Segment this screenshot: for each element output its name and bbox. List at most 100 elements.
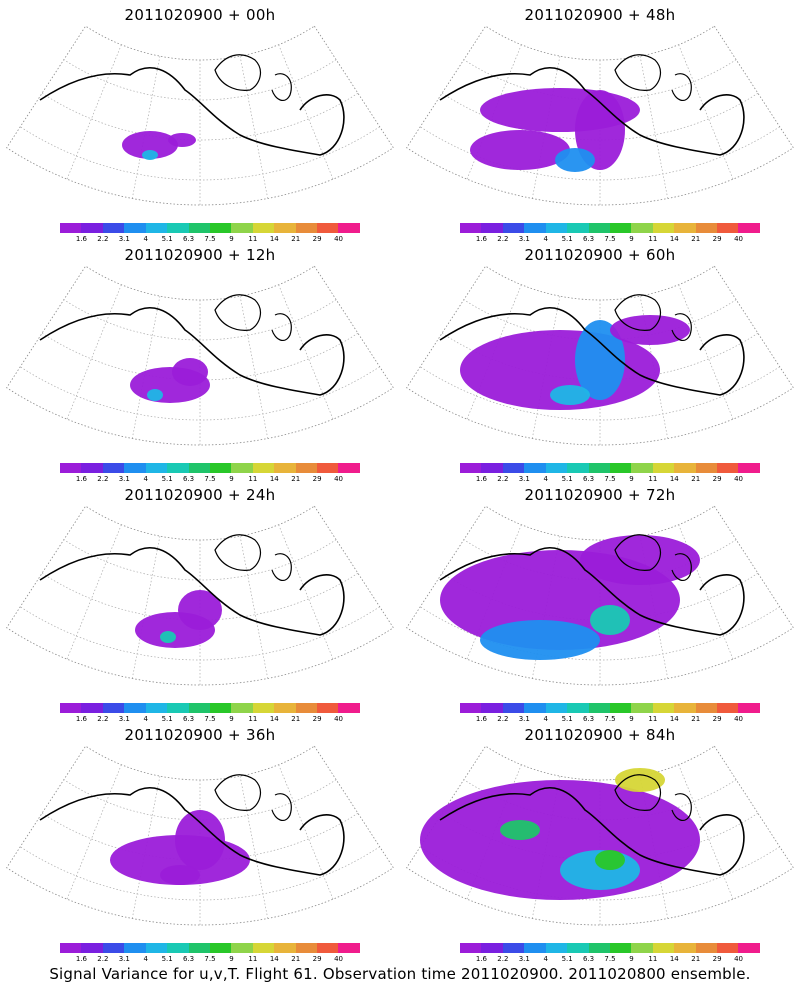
colorbar-swatch xyxy=(231,223,253,233)
graticule-line xyxy=(278,524,334,660)
coastline xyxy=(439,66,745,156)
graticule-line xyxy=(278,764,334,900)
coastline-islands xyxy=(214,294,262,331)
colorbar-tick-label: 40 xyxy=(734,475,744,483)
colorbar-swatch xyxy=(674,223,696,233)
colorbar-swatch xyxy=(124,703,146,713)
colorbar-tick-label: 9 xyxy=(629,235,634,243)
colorbar-swatch xyxy=(188,223,210,233)
coastline-islands xyxy=(614,774,662,811)
colorbar-tick-label: 9 xyxy=(229,715,234,723)
coastline-greenland xyxy=(271,793,292,822)
colorbar-swatch xyxy=(695,943,718,953)
variance-field xyxy=(178,590,222,630)
graticule-line xyxy=(41,572,359,621)
colorbar-tick-label: 9 xyxy=(229,955,234,963)
colorbar-swatch xyxy=(188,943,210,953)
colorbar-tick-label: 21 xyxy=(291,475,301,483)
colorbar-swatch xyxy=(652,943,675,953)
colorbar-swatch xyxy=(252,943,275,953)
coastline-islands xyxy=(214,54,262,91)
colorbar-tick-label: 7.5 xyxy=(604,715,616,723)
colorbar-tick-label: 21 xyxy=(691,475,701,483)
map-boundary xyxy=(6,25,394,206)
graticule-line xyxy=(278,284,334,420)
colorbar-tick-label: 6.3 xyxy=(582,235,595,243)
colorbar-swatch xyxy=(188,463,210,473)
colorbar-tick-label: 11 xyxy=(648,955,658,963)
colorbar-swatch xyxy=(502,943,525,953)
panel-12h: 2011020900 + 12h 1.6 2.2 3.1 4 5.1 6.3 7.5 9 11 1… xyxy=(0,240,400,483)
colorbar-tick-label: 1.6 xyxy=(75,475,87,483)
colorbar-tick-label: 21 xyxy=(691,955,701,963)
colorbar-tick-label: 2.2 xyxy=(97,955,109,963)
colorbar-swatch xyxy=(295,703,318,713)
coastline-greenland xyxy=(271,73,292,102)
colorbar-swatch xyxy=(60,223,82,233)
colorbar-tick-label: 40 xyxy=(734,715,744,723)
colorbar-swatch xyxy=(145,703,168,713)
colorbar-swatch xyxy=(338,943,360,953)
colorbar-swatch xyxy=(717,223,739,233)
colorbar-swatch xyxy=(567,943,589,953)
coastline xyxy=(439,306,745,396)
colorbar-tick-label: 2.2 xyxy=(97,715,109,723)
variance-field xyxy=(160,631,176,643)
colorbar-swatch xyxy=(102,943,125,953)
variance-field xyxy=(575,320,625,400)
panel-60h: 2011020900 + 60h 1.6 2.2 3.1 4 5.1 6.3 7.5 9 11 1… xyxy=(400,240,800,483)
colorbar-swatch xyxy=(124,463,146,473)
coastline xyxy=(39,66,345,156)
colorbar-swatch xyxy=(209,223,232,233)
graticule-line xyxy=(66,524,122,660)
colorbar-swatch xyxy=(231,943,253,953)
variance-field xyxy=(470,130,570,170)
colorbar-tick-label: 11 xyxy=(248,715,258,723)
graticule-line xyxy=(41,332,359,381)
colorbar-swatch xyxy=(674,463,696,473)
panel-title: 2011020900 + 00h xyxy=(124,6,276,24)
variance-field xyxy=(550,385,590,405)
colorbar-swatch xyxy=(295,943,318,953)
colorbar-swatch xyxy=(102,463,125,473)
colorbar-tick-label: 29 xyxy=(712,475,722,483)
panel-24h: 2011020900 + 24h 1.6 2.2 3.1 4 5.1 6.3 7.5 9 11 1… xyxy=(0,480,400,723)
coastline xyxy=(439,546,745,636)
colorbar-tick-label: 21 xyxy=(691,235,701,243)
panel-title: 2011020900 + 24h xyxy=(124,486,276,504)
colorbar-swatch xyxy=(609,703,632,713)
colorbar-swatch xyxy=(545,223,568,233)
colorbar-tick-label: 29 xyxy=(312,715,322,723)
colorbar-tick-label: 2.2 xyxy=(97,235,109,243)
colorbar-swatch xyxy=(102,703,125,713)
colorbar-tick-label: 4 xyxy=(543,475,548,483)
colorbar-tick-label: 5.1 xyxy=(561,235,573,243)
colorbar-swatch xyxy=(338,703,360,713)
colorbar-tick-label: 11 xyxy=(648,235,658,243)
colorbar-tick-label: 14 xyxy=(669,955,679,963)
colorbar xyxy=(460,223,760,233)
coastline-greenland xyxy=(671,553,692,582)
colorbar-swatch xyxy=(481,943,503,953)
map-plot xyxy=(6,745,394,926)
panel-title: 2011020900 + 36h xyxy=(124,726,276,744)
colorbar-swatch xyxy=(524,943,546,953)
colorbar-tick-label: 3.1 xyxy=(518,715,530,723)
colorbar-tick-label: 1.6 xyxy=(75,235,87,243)
colorbar-swatch xyxy=(209,703,232,713)
coastline-islands xyxy=(614,534,662,571)
colorbar-swatch xyxy=(609,223,632,233)
colorbar-tick-label: 14 xyxy=(669,235,679,243)
colorbar-swatch xyxy=(167,463,189,473)
colorbar-swatch xyxy=(209,463,232,473)
graticule-line xyxy=(41,92,359,141)
colorbar xyxy=(60,703,360,713)
panel-00h: 2011020900 + 00h 1.6 2.2 3.1 4 5.1 6.3 7.5 9 11 1… xyxy=(0,0,400,243)
colorbar-tick-label: 14 xyxy=(269,475,279,483)
panel-title: 2011020900 + 72h xyxy=(524,486,676,504)
colorbar-swatch xyxy=(317,463,339,473)
colorbar-tick-label: 2.2 xyxy=(497,955,509,963)
colorbar-swatch xyxy=(545,703,568,713)
colorbar-swatch xyxy=(652,703,675,713)
colorbar-tick-label: 14 xyxy=(269,955,279,963)
